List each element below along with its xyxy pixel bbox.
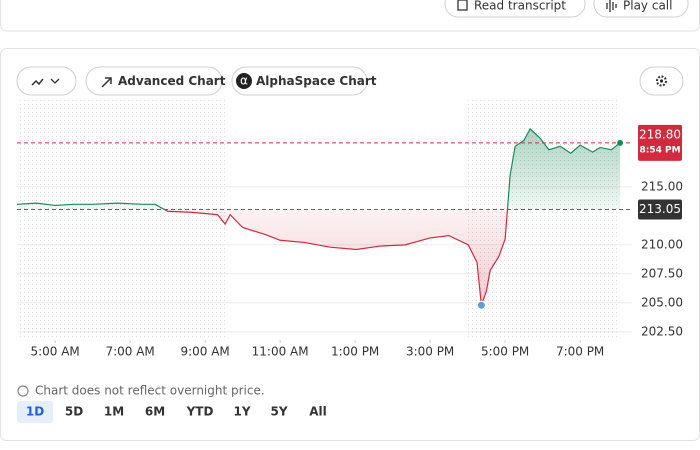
button-label[interactable]: AlphaSpace Chart <box>256 74 377 88</box>
x-tick-label: 3:00 PM <box>406 345 454 359</box>
button-label[interactable]: Play call <box>623 0 672 13</box>
y-tick-label: 215.00 <box>641 179 683 193</box>
y-tick-label: 202.50 <box>641 324 683 338</box>
x-tick-label: 1:00 PM <box>331 345 379 359</box>
note: Chart does not reflect overnight price. <box>35 384 265 398</box>
range-button[interactable]: YTD <box>186 405 214 419</box>
advanced-chart-button[interactable]: Advanced Chart <box>85 66 226 96</box>
chart-type-button[interactable] <box>16 66 77 96</box>
previous-close-label: 213.05 <box>639 202 681 216</box>
y-tick-label: 205.00 <box>641 295 683 309</box>
x-tick-label: 11:00 AM <box>252 345 309 359</box>
selected-range-bg <box>17 401 53 423</box>
range-button[interactable]: 1Y <box>233 405 250 419</box>
previous-close-badge <box>638 199 682 220</box>
info-icon <box>17 385 29 397</box>
y-tick-label: 207.50 <box>641 266 683 280</box>
current-price-label: 218.80 <box>639 127 681 141</box>
button-label[interactable]: Advanced Chart <box>118 74 226 88</box>
alphaspace-chart-button[interactable]: α AlphaSpace Chart <box>231 66 377 96</box>
x-tick-label: 5:00 PM <box>481 345 529 359</box>
x-tick-label: 7:00 AM <box>105 345 154 359</box>
settings-button[interactable] <box>639 66 684 96</box>
play-call-button[interactable]: Play call <box>593 0 689 18</box>
read-transcript-button[interactable]: Read transcript <box>444 0 586 18</box>
current-price-badge <box>638 124 682 161</box>
x-tick-label: 9:00 AM <box>180 345 229 359</box>
button-label[interactable]: Read transcript <box>474 0 566 13</box>
area <box>17 128 621 306</box>
alphaspace-icon: α <box>240 74 248 88</box>
price-line <box>16 127 621 306</box>
range-button[interactable]: 5Y <box>270 405 287 419</box>
range-button[interactable]: All <box>309 405 327 419</box>
range-button[interactable]: 6M <box>145 405 165 419</box>
range-button[interactable]: 1M <box>104 405 124 419</box>
x-tick-label: 7:00 PM <box>556 345 604 359</box>
premarket-shade <box>17 97 225 340</box>
low-marker <box>476 300 486 310</box>
x-tick-label: 5:00 AM <box>30 345 79 359</box>
range-button[interactable]: 5D <box>65 405 83 419</box>
current-price-time: 8:54 PM <box>639 145 680 155</box>
last-point <box>617 139 624 146</box>
y-tick-label: 210.00 <box>641 237 683 251</box>
range-button[interactable]: 1D <box>26 405 44 419</box>
